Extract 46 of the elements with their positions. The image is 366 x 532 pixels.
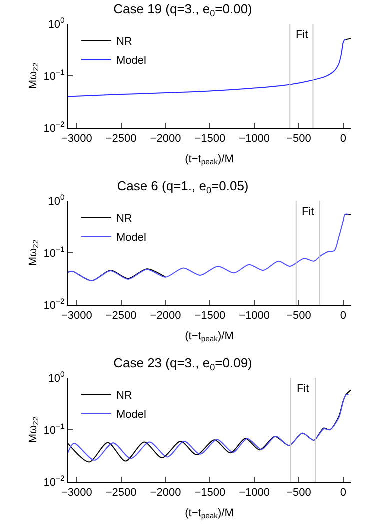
y-tick-label: 10$^{−2}$ [44,474,65,489]
x-tick-label: −2000 [150,133,182,146]
x-tick-label: −3000 [61,133,92,146]
legend-label: NR [116,36,132,48]
x-tick-label: −3000 [61,487,92,500]
legend-label: NR [116,212,132,225]
x-tick-label: −1000 [239,133,270,146]
x-tick-label: −500 [286,487,312,500]
x-tick-label: −1000 [239,310,270,322]
x-tick-label: −2000 [150,310,182,322]
x-tick-label: −2500 [106,487,137,500]
chart-title: Case 23 (q=3., e$_{0}$=0.09) [114,356,252,372]
x-axis-title: (t−t$_{peak}$)/M [185,330,234,344]
y-tick-label: 10$^{0}$ [48,16,65,31]
x-axis-title: (t−t$_{peak}$)/M [185,153,234,167]
line-series [68,39,347,98]
annotation: Fit [302,206,314,218]
y-tick-label: 10$^{−1}$ [44,422,65,437]
x-tick-label: −1500 [194,310,226,322]
annotation: Fit [296,29,308,41]
x-tick-label: −1000 [239,487,270,500]
x-tick-label: −2500 [106,133,137,146]
x-tick-label: −1500 [194,133,226,146]
y-tick-label: 10$^{−1}$ [44,68,65,83]
x-axis-title: (t−t$_{peak}$)/M [185,507,234,521]
x-tick-label: −500 [286,310,312,322]
x-tick-label: 0 [340,133,347,146]
y-tick-label: 10$^{−2}$ [44,297,65,312]
x-tick-label: −1500 [194,487,226,500]
x-tick-label: −2500 [106,310,137,322]
legend-label: NR [116,390,132,402]
chart-title: Case 19 (q=3., e$_{0}$=0.00) [114,2,252,18]
legend-label: Model [116,408,146,421]
legend-label: Model [116,54,146,67]
annotation: Fit [297,383,310,395]
y-tick-label: 10$^{−1}$ [44,245,65,260]
y-tick-label: 10$^{0}$ [48,370,65,385]
legend-label: Model [116,232,146,244]
x-tick-label: −3000 [61,310,92,322]
x-tick-label: 0 [340,310,347,322]
y-tick-label: 10$^{0}$ [48,193,65,208]
y-tick-label: 10$^{−2}$ [44,120,65,135]
x-tick-label: −500 [286,133,312,146]
x-tick-label: −2000 [150,487,182,500]
x-tick-label: 0 [340,487,347,500]
chart-title: Case 6 (q=1., e$_{0}$=0.05) [117,178,249,196]
